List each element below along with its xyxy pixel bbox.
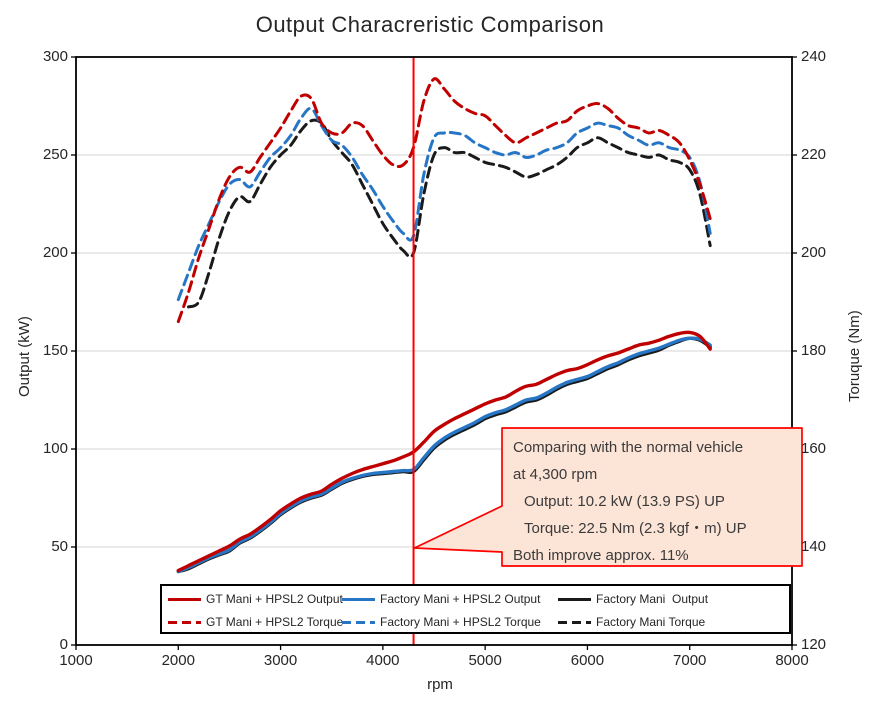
legend-swatch-solid-blue: [342, 597, 375, 601]
x-tick-label: 4000: [366, 652, 400, 669]
legend-label: GT Mani + HPSL2 Output: [206, 592, 343, 606]
chart-title: Output Characreristic Comparison: [255, 12, 605, 37]
y-right-tick-label: 240: [801, 48, 827, 65]
legend-item: Factory Mani + HPSL2 Torque: [342, 611, 541, 633]
y-left-tick-label: 200: [42, 244, 68, 261]
legend-swatch-dashed-blue: [342, 620, 375, 624]
y-left-tick-label: 100: [42, 440, 68, 457]
legend-item: Factory Mani Output: [558, 588, 708, 610]
annotation-callout-shape: [413, 427, 803, 567]
x-tick-label: 2000: [161, 652, 195, 669]
legend-label: Factory Mani Output: [596, 592, 709, 606]
legend-swatch-dashed-red: [168, 620, 201, 624]
y-right-tick-label: 180: [801, 342, 827, 359]
series-line-0: [176, 330, 712, 573]
legend-item: Factory Mani Torque: [558, 611, 705, 633]
legend-swatch-dashed-black: [558, 620, 591, 624]
x-tick-label: 1000: [59, 652, 93, 669]
y-right-tick-label: 220: [801, 146, 827, 163]
legend-swatch-solid-red: [168, 597, 201, 601]
plot-border: [75, 56, 793, 646]
y-right-tick-label: 120: [801, 636, 827, 653]
y-left-tick-label: 0: [59, 636, 68, 653]
y-left-tick-label: 50: [51, 538, 68, 555]
x-tick-label: 3000: [263, 652, 298, 669]
series-line-4: [176, 106, 712, 302]
annotation-line: Output: 10.2 kW (13.9 PS) UP: [524, 493, 725, 510]
legend-label: Factory Mani + HPSL2 Torque: [380, 615, 541, 629]
legend-item: GT Mani + HPSL2 Torque: [168, 611, 343, 633]
series-line-5: [187, 118, 712, 309]
legend-swatch-solid-black: [558, 597, 591, 601]
y-right-tick-label: 160: [801, 440, 827, 457]
annotation-callout: Comparing with the normal vehicle at 4,3…: [513, 434, 799, 569]
x-tick-label: 7000: [673, 652, 707, 669]
legend: GT Mani + HPSL2 Output Factory Mani + HP…: [160, 584, 791, 634]
annotation-line: Comparing with the normal vehicle: [513, 439, 744, 456]
x-tick-label: 8000: [775, 652, 809, 669]
x-axis-title: rpm: [427, 676, 453, 693]
x-tick-label: 5000: [468, 652, 502, 669]
y-left-tick-label: 250: [42, 146, 68, 163]
y-left-tick-label: 150: [42, 342, 68, 359]
y-left-tick-label: 300: [42, 48, 68, 65]
legend-label: GT Mani + HPSL2 Torque: [206, 615, 344, 629]
annotation-line: at 4,300 rpm: [513, 466, 598, 483]
series-line-1: [176, 336, 712, 574]
legend-label: Factory Mani + HPSL2 Output: [380, 592, 541, 606]
series-line-3: [176, 77, 712, 324]
legend-item: Factory Mani + HPSL2 Output: [342, 588, 540, 610]
annotation-line: Torque: 22.5 Nm (2.3 kgf・m) UP: [524, 520, 747, 537]
x-tick-label: 6000: [570, 652, 605, 669]
legend-label: Factory Mani Torque: [596, 615, 706, 629]
y-right-tick-label: 140: [801, 538, 827, 555]
y-right-tick-label: 200: [801, 244, 827, 261]
legend-item: GT Mani + HPSL2 Output: [168, 588, 343, 610]
annotation-line: Both improve approx. 11%: [513, 547, 689, 564]
